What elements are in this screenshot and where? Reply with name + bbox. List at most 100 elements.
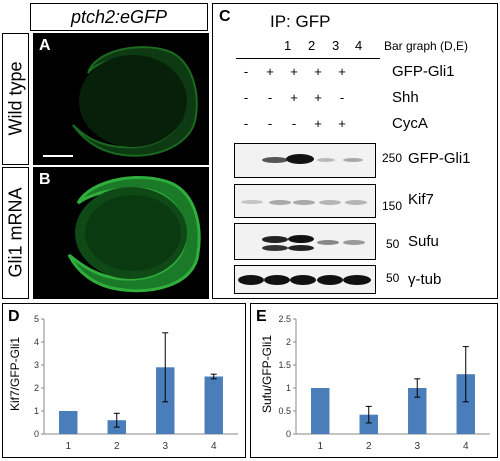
header-box — [30, 3, 208, 31]
band — [286, 154, 314, 164]
x-tick-label: 4 — [211, 441, 217, 452]
band — [262, 236, 288, 243]
band — [343, 275, 371, 285]
chart-e: 0 0.5 1 1.5 2 2.5 1 2 3 4 — [278, 314, 490, 452]
row-label-b: Gli1 mRNA — [5, 187, 26, 278]
blot-gamma-tub — [234, 265, 376, 294]
sign: + — [314, 116, 322, 131]
sign: - — [243, 90, 249, 105]
condition-label: Shh — [392, 89, 419, 106]
y-tick-label: 0.5 — [278, 406, 291, 416]
panel-d-letter: D — [8, 308, 20, 325]
blot-marker: 150 — [382, 199, 403, 213]
y-tick-label: 2 — [34, 383, 39, 393]
bar — [204, 376, 223, 434]
panel-letter-b: B — [39, 171, 51, 188]
lane-divider — [236, 58, 380, 59]
chart-d: 0 1 2 3 4 5 1 2 3 4 — [34, 314, 238, 452]
y-tick-label: 0 — [286, 429, 291, 439]
panel-d-frame — [2, 303, 246, 458]
ip-label: IP: GFP — [270, 12, 331, 31]
sign: - — [243, 64, 249, 79]
y-tick-label: 1 — [286, 383, 291, 393]
blot-label: Sufu — [408, 233, 439, 250]
blot-label: γ-tub — [408, 271, 442, 288]
sign: - — [267, 90, 273, 105]
lane-number-2: 2 — [308, 38, 316, 53]
band — [317, 240, 339, 245]
band — [288, 245, 314, 251]
sign: - — [243, 116, 249, 131]
band — [317, 275, 343, 285]
sign: + — [338, 116, 346, 131]
blot-marker: 50 — [386, 237, 400, 251]
bar — [59, 411, 78, 434]
bar — [408, 388, 427, 434]
panel-letter-a: A — [39, 37, 51, 54]
embryo-image-a — [72, 46, 198, 157]
band — [262, 245, 288, 251]
x-tick-label: 1 — [317, 441, 323, 452]
sign: - — [267, 116, 273, 131]
y-tick-label: 4 — [34, 337, 39, 347]
blot-sufu — [234, 223, 376, 260]
blot-gfp-gli1 — [234, 143, 376, 178]
sign: + — [338, 64, 346, 79]
band — [343, 158, 363, 162]
sign: + — [314, 64, 322, 79]
y-tick-label: 1 — [34, 406, 39, 416]
band — [238, 275, 264, 285]
blot-label: GFP-Gli1 — [408, 150, 471, 167]
band — [343, 240, 365, 245]
micrograph-a: A — [33, 33, 209, 165]
x-tick-label: 4 — [463, 441, 469, 452]
band — [262, 157, 288, 163]
bar — [359, 414, 378, 434]
panel-c-letter: C — [219, 8, 231, 25]
x-tick-label: 3 — [414, 441, 420, 452]
x-tick-label: 3 — [162, 441, 168, 452]
band — [319, 200, 341, 205]
y-tick-label: 0 — [34, 429, 39, 439]
lane-number-3: 3 — [332, 38, 340, 53]
bar — [311, 388, 330, 434]
row-label-a: Wild type — [5, 61, 26, 136]
embryo-image-b — [67, 176, 201, 293]
header-label: ptch2:eGFP — [70, 7, 168, 27]
lane-number-4: 4 — [355, 38, 363, 53]
band — [241, 200, 263, 204]
lane-number-1: 1 — [284, 38, 292, 53]
sign: + — [266, 64, 274, 79]
band — [317, 158, 335, 162]
band — [288, 235, 314, 243]
band — [264, 275, 290, 285]
row-label-box-b — [2, 167, 29, 299]
y-tick-label: 3 — [34, 360, 39, 370]
x-tick-label: 2 — [366, 441, 372, 452]
y-tick-label: 5 — [34, 314, 39, 324]
sign: + — [290, 64, 298, 79]
band — [269, 200, 291, 205]
y-tick-label: 2.5 — [278, 314, 291, 324]
condition-label: GFP-Gli1 — [392, 63, 455, 80]
band — [293, 200, 315, 205]
sign: - — [291, 116, 297, 131]
y-tick-label: 2 — [286, 337, 291, 347]
blot-label: Kif7 — [408, 191, 434, 208]
band — [290, 275, 316, 285]
x-tick-label: 2 — [114, 441, 120, 452]
condition-label: CycA — [392, 115, 428, 132]
band — [345, 200, 367, 205]
micrograph-b: B — [33, 167, 209, 299]
x-tick-label: 1 — [65, 441, 71, 452]
panel-c-frame — [212, 3, 498, 299]
lane-caption: Bar graph (D,E) — [384, 39, 469, 53]
scale-bar — [43, 155, 73, 157]
blot-kif7 — [234, 184, 376, 218]
sign: + — [314, 90, 322, 105]
sign: - — [339, 90, 345, 105]
bar — [456, 374, 475, 434]
panel-e-frame — [250, 303, 498, 458]
sign: + — [290, 90, 298, 105]
blot-marker: 50 — [386, 271, 400, 285]
